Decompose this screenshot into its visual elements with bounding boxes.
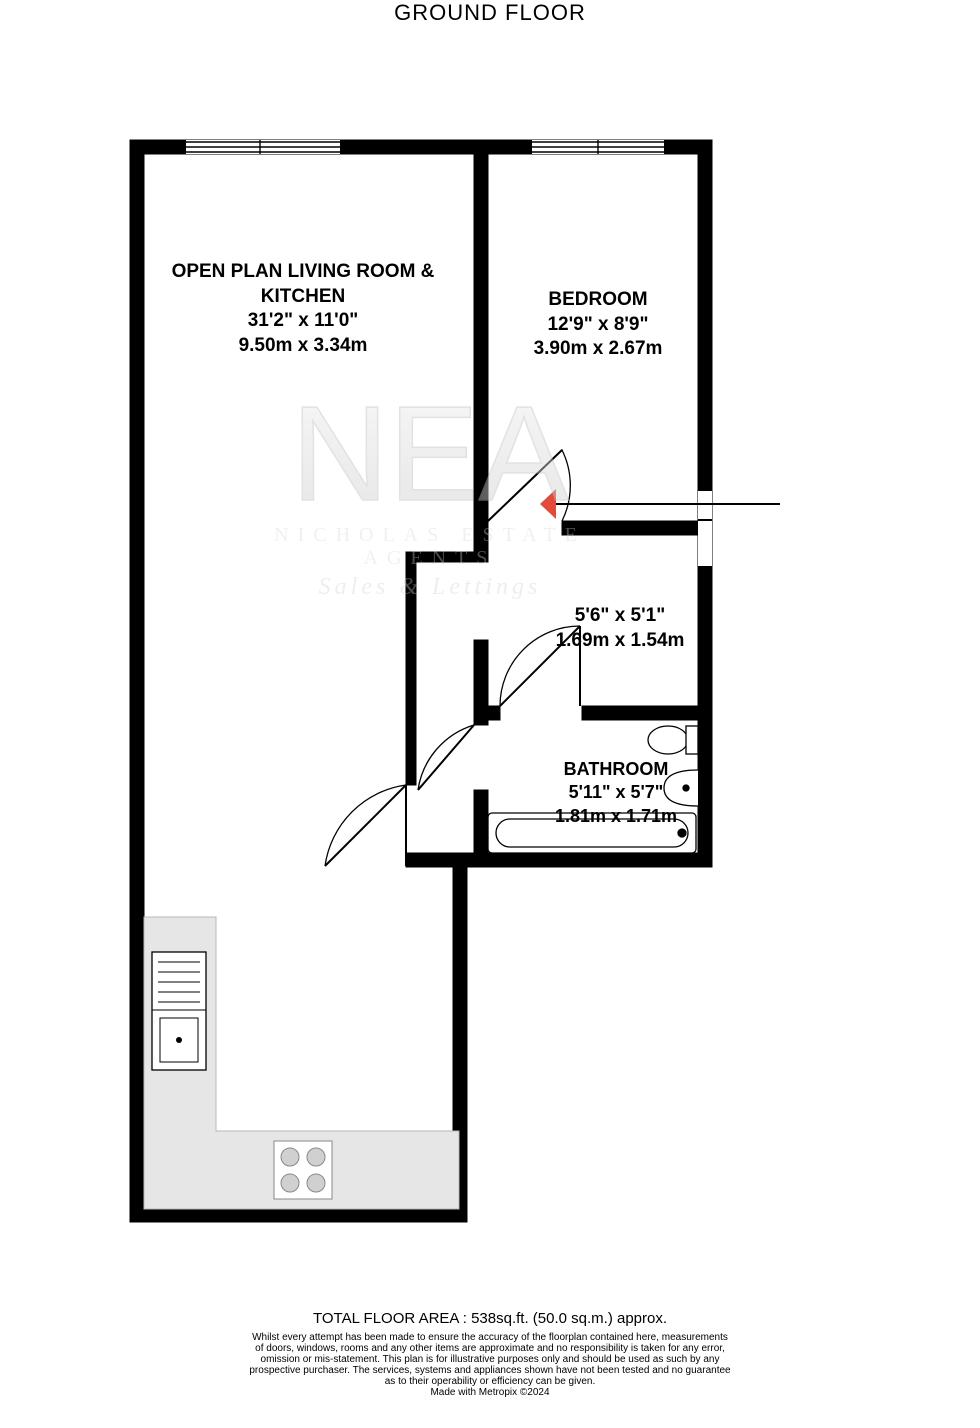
living-label: OPEN PLAN LIVING ROOM & KITCHEN 31'2" x … — [158, 260, 448, 359]
living-dim-met: 9.50m x 3.34m — [158, 334, 448, 359]
floorplan-svg: NEA — [0, 0, 980, 1428]
bathroom-dim-met: 1.81m x 1.71m — [516, 805, 716, 828]
living-name2: KITCHEN — [158, 285, 448, 310]
bedroom-label: BEDROOM 12'9" x 8'9" 3.90m x 2.67m — [500, 288, 696, 362]
bathroom-dim-imp: 5'11" x 5'7" — [516, 781, 716, 804]
living-dim-imp: 31'2" x 11'0" — [158, 309, 448, 334]
bedroom-dim-met: 3.90m x 2.67m — [500, 337, 696, 362]
disclaimer-1: Whilst every attempt has been made to en… — [130, 1332, 850, 1343]
floorplan-canvas: GROUND FLOOR — [0, 0, 980, 1428]
disclaimer-5: as to their operability or efficiency ca… — [130, 1376, 850, 1387]
kitchen-fixtures — [144, 917, 459, 1209]
made-with: Made with Metropix ©2024 — [130, 1387, 850, 1398]
footer-disclaimer: Whilst every attempt has been made to en… — [130, 1332, 850, 1398]
bathroom-label: BATHROOM 5'11" x 5'7" 1.81m x 1.71m — [516, 758, 716, 828]
watermark: NEA — [291, 378, 569, 529]
disclaimer-2: of doors, windows, rooms and any other i… — [130, 1343, 850, 1354]
disclaimer-4: prospective purchaser. The services, sys… — [130, 1365, 850, 1376]
entrance-marker — [540, 489, 780, 520]
bathroom-name: BATHROOM — [516, 758, 716, 781]
footer-total-area: TOTAL FLOOR AREA : 538sq.ft. (50.0 sq.m.… — [0, 1310, 980, 1327]
hall-dim-met: 1.69m x 1.54m — [530, 629, 710, 654]
hall-label: 5'6" x 5'1" 1.69m x 1.54m — [530, 604, 710, 653]
bedroom-dim-imp: 12'9" x 8'9" — [500, 313, 696, 338]
hall-dim-imp: 5'6" x 5'1" — [530, 604, 710, 629]
disclaimer-3: omission or mis-statement. This plan is … — [130, 1354, 850, 1365]
bedroom-name: BEDROOM — [500, 288, 696, 313]
watermark-main: NEA — [291, 378, 569, 529]
living-name1: OPEN PLAN LIVING ROOM & — [158, 260, 448, 285]
